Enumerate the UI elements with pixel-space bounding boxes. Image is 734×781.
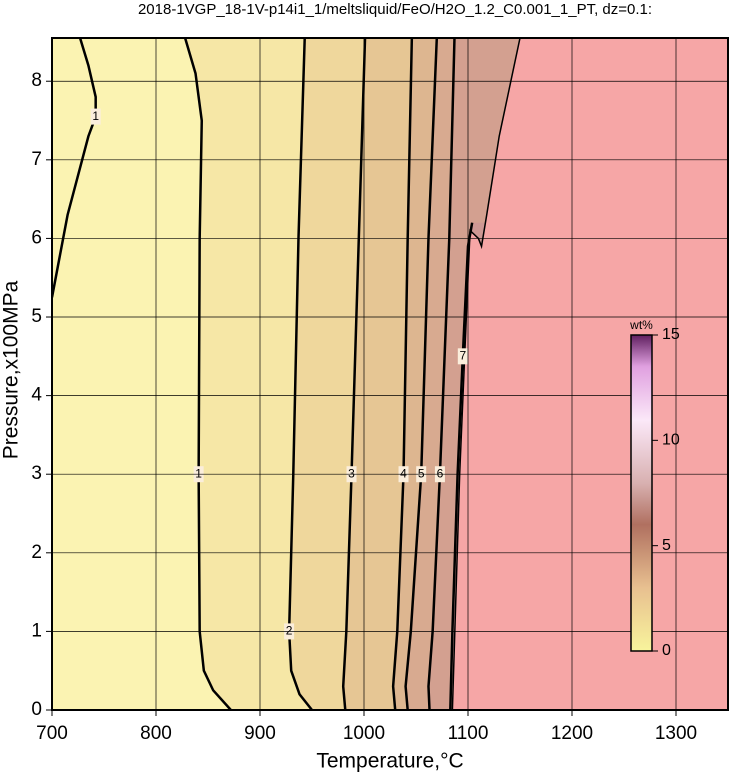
- colorbar-tick-label: 10: [662, 432, 680, 449]
- contour-label-bg: [457, 348, 468, 365]
- x-tick-label: 800: [140, 723, 172, 744]
- contour-label: 7: [459, 348, 466, 362]
- contour-label: 2: [286, 624, 293, 638]
- colorbar-label: wt%: [629, 318, 653, 332]
- contour-label: 4: [400, 466, 407, 480]
- y-tick-label: 2: [31, 542, 42, 563]
- contour-label: 1: [92, 109, 99, 123]
- overlay: 700 800 900 1000 1100 1200 1300012345678wt%051…: [31, 37, 729, 744]
- x-tick-label: 1100: [448, 723, 489, 744]
- colorbar: [630, 334, 653, 652]
- y-tick-label: 6: [31, 227, 42, 248]
- x-tick-label: 1300: [655, 723, 697, 744]
- contour-label: 5: [418, 466, 425, 480]
- region: [451, 38, 728, 710]
- contour-label: 3: [348, 466, 355, 480]
- contour-label: 1: [195, 466, 202, 480]
- colorbar-tick-label: 0: [662, 642, 671, 659]
- contour-label: 6: [437, 466, 444, 480]
- x-tick-label: 900: [244, 723, 276, 744]
- chart-title: 2018-1VGP_18-1V-p14i1_1/meltsliquid/FeO/…: [138, 1, 652, 18]
- x-tick-label: 1000: [343, 723, 385, 744]
- y-tick-label: 5: [31, 306, 42, 327]
- contour-label-bg: [90, 108, 101, 125]
- plot-frame: [51, 37, 729, 711]
- y-tick-label: 0: [31, 699, 42, 720]
- x-axis-label: Temperature,°C: [316, 750, 463, 773]
- contour-line: [449, 222, 474, 710]
- y-tick-label: 8: [31, 70, 42, 91]
- colorbar-tick-label: 15: [662, 326, 680, 343]
- y-tick-label: 3: [31, 463, 42, 484]
- y-axis-label: Pressure,x100MPa: [0, 280, 23, 459]
- x-tick-label: 1200: [551, 723, 593, 744]
- colorbar-tick-label: 5: [662, 537, 671, 554]
- y-tick-label: 7: [31, 149, 42, 170]
- y-tick-label: 4: [31, 385, 42, 406]
- x-tick-label: 700: [36, 723, 68, 744]
- y-tick-label: 1: [31, 620, 42, 641]
